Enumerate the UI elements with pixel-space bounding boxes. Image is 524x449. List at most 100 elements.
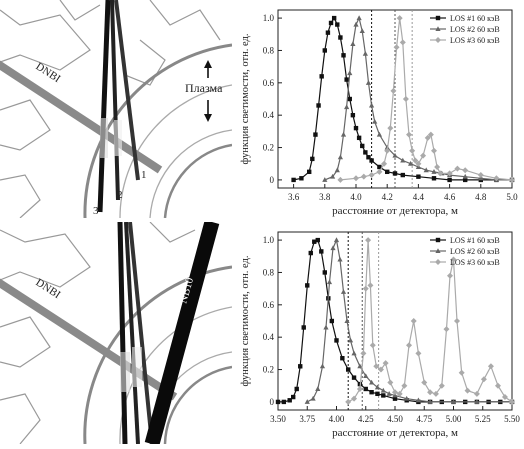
data-point-series-1: [275, 399, 281, 405]
legend-entry: LOS #2 60 кэВ: [450, 25, 500, 34]
data-point-series-1: [308, 250, 313, 256]
los-1-line: [114, 0, 140, 181]
data-point-series-1: [334, 338, 339, 343]
data-point-series-2: [363, 373, 369, 379]
data-point-series-1: [344, 77, 349, 82]
data-point-series-3: [392, 389, 398, 396]
y-tick-label: 0.4: [263, 110, 275, 120]
series-line-1: [293, 16, 512, 181]
x-tick-label: 4.50: [387, 414, 403, 424]
data-point-series-1: [363, 150, 368, 155]
data-point-series-2: [404, 395, 410, 401]
data-point-series-2: [376, 131, 382, 137]
x-tick-label: 4.6: [444, 192, 456, 202]
data-point-series-3: [367, 282, 374, 289]
x-tick-label: 5.25: [475, 414, 491, 424]
data-point-series-1: [291, 177, 296, 183]
dnbi-label: DNBI: [33, 60, 62, 85]
x-tick-label: 4.0: [350, 192, 362, 202]
los-2-line: [110, 0, 120, 201]
data-point-series-3: [464, 387, 471, 394]
data-point-series-2: [315, 386, 321, 391]
data-point-series-3: [501, 394, 508, 401]
bottom-chart-svg: 3.50 3.75 4.00 4.25 4.50 4.75 5.00 5.25 5.50 0 0.2…: [240, 231, 520, 439]
nb10-beam: [144, 220, 220, 446]
data-point-series-1: [366, 155, 371, 160]
data-point-series-2: [380, 387, 386, 393]
data-point-series-1: [360, 143, 365, 149]
data-point-series-3: [415, 160, 422, 167]
data-point-series-1: [316, 103, 321, 108]
data-point-series-1: [375, 391, 380, 397]
data-point-series-3: [365, 237, 372, 244]
data-point-series-3: [387, 125, 394, 132]
data-point-series-3: [337, 176, 344, 183]
data-point-series-3: [412, 157, 419, 164]
data-point-series-2: [462, 173, 468, 179]
top-chart: 3.6 3.8 4.0 4.2 4.4 4.6 4.8 5.0 0 0.2 0.4 0.6 0.8 1.0…: [234, 0, 524, 222]
data-point-series-2: [362, 50, 368, 56]
data-point-series-2: [431, 169, 437, 174]
data-point-series-2: [337, 154, 343, 160]
x-tick-label: 4.2: [382, 192, 393, 202]
data-point-series-1: [369, 390, 374, 395]
x-tick-label: 5.00: [446, 414, 462, 424]
y-tick-label: 0.8: [263, 267, 275, 277]
data-point-series-3: [393, 44, 400, 51]
data-point-series-2: [356, 15, 362, 21]
data-point-series-3: [368, 172, 375, 179]
port-outlines: [0, 0, 221, 219]
legend-entry: LOS #3 60 кэВ: [450, 258, 500, 267]
data-point-series-3: [399, 39, 406, 46]
data-point-series-2: [386, 391, 392, 396]
data-point-series-1: [322, 48, 327, 53]
data-point-series-3: [360, 350, 367, 357]
data-point-series-2: [326, 279, 333, 285]
data-point-series-3: [446, 272, 453, 279]
legend-entry: LOS #2 60 кэВ: [450, 247, 500, 256]
data-point-series-1: [313, 132, 318, 137]
port-outlines-bottom: [0, 221, 196, 445]
data-point-series-2: [330, 173, 336, 179]
data-point-series-3: [454, 165, 461, 172]
data-point-series-1: [416, 174, 421, 179]
data-point-series-3: [432, 390, 439, 397]
vessel-arcs: [83, 43, 233, 219]
data-point-series-1: [341, 53, 346, 58]
data-point-series-3: [360, 173, 367, 180]
data-point-series-3: [480, 376, 487, 383]
data-point-series-3: [406, 131, 413, 138]
plasma-label: Плазма: [185, 81, 223, 95]
y-tick-label: 0.6: [263, 300, 275, 310]
data-point-series-1: [329, 318, 335, 324]
data-point-series-1: [335, 22, 340, 27]
data-point-series-3: [450, 256, 457, 263]
data-point-series-2: [322, 177, 328, 182]
data-point-series-2: [408, 160, 414, 166]
data-point-series-1: [294, 386, 299, 392]
data-point-series-3: [454, 318, 461, 324]
legend-entry: LOS #1 60 кэВ: [450, 14, 500, 23]
y-tick-label: 0.2: [263, 365, 274, 375]
data-point-series-1: [381, 393, 386, 398]
x-tick-label: 3.75: [299, 414, 315, 424]
data-point-series-3: [401, 382, 408, 389]
x-tick-label: 4.75: [416, 414, 432, 424]
data-point-series-3: [384, 147, 391, 154]
data-point-series-2: [359, 28, 365, 34]
data-point-series-3: [353, 175, 359, 182]
data-point-series-3: [377, 366, 384, 373]
data-point-series-1: [298, 364, 303, 369]
data-point-series-3: [376, 168, 383, 175]
data-point-series-3: [431, 147, 437, 154]
data-point-series-2: [372, 118, 378, 124]
data-point-series-3: [473, 390, 480, 397]
x-axis-label: расстояние от детектора, м: [332, 427, 458, 439]
data-point-series-1: [385, 169, 390, 175]
data-point-series-1: [377, 164, 382, 170]
data-point-series-1: [319, 249, 324, 254]
data-point-series-3: [477, 172, 484, 179]
data-point-series-2: [323, 324, 329, 330]
los-lines-bottom: [117, 221, 154, 445]
x-tick-label: 4.8: [475, 192, 487, 202]
